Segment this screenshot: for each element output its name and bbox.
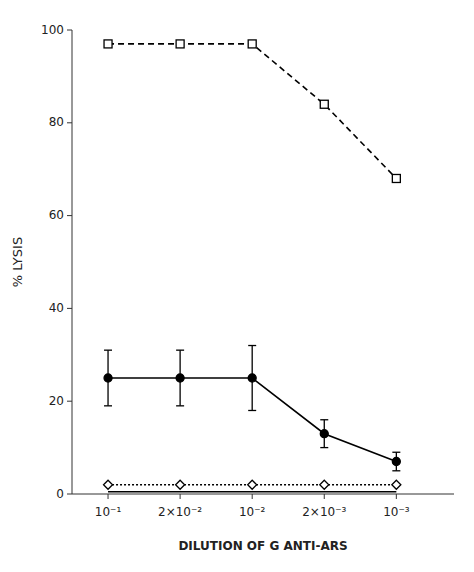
x-tick (396, 494, 397, 499)
y-tick (67, 215, 72, 216)
x-tick-label: 2×10⁻³ (302, 505, 346, 519)
x-tick (108, 494, 109, 499)
y-tick-label: 0 (56, 487, 64, 501)
marker (176, 480, 185, 489)
x-tick-label: 10⁻² (239, 505, 266, 519)
plot-area (104, 40, 401, 492)
x-tick-label: 2×10⁻² (158, 505, 202, 519)
series (104, 346, 400, 471)
marker (176, 374, 184, 382)
y-axis-line (72, 30, 73, 494)
x-tick-label: 10⁻¹ (95, 505, 122, 519)
series (108, 491, 396, 492)
error-bar-cap (248, 345, 256, 346)
marker (320, 480, 329, 489)
marker (104, 40, 112, 48)
error-bar-cap (176, 405, 184, 406)
y-tick (67, 308, 72, 309)
chart: 0 20 40 60 80 100 10⁻¹ 2×10⁻² 10⁻² 2×10⁻³ 10⁻³ DILU… (0, 0, 474, 572)
error-bar-cap (392, 452, 400, 453)
y-tick (67, 30, 72, 31)
marker (392, 458, 400, 466)
marker (320, 430, 328, 438)
marker (248, 374, 256, 382)
error-bar (320, 420, 328, 448)
x-tick (180, 494, 181, 499)
series (104, 480, 401, 489)
series (104, 40, 400, 183)
error-bar (104, 350, 112, 406)
y-tick (67, 401, 72, 402)
x-tick (324, 494, 325, 499)
y-tick (67, 122, 72, 123)
marker (104, 374, 112, 382)
y-tick-label: 100 (41, 23, 64, 37)
marker (176, 40, 184, 48)
marker (392, 174, 400, 182)
error-bar-cap (104, 350, 112, 351)
marker (248, 480, 257, 489)
marker (104, 480, 113, 489)
error-bar-cap (248, 410, 256, 411)
x-tick (252, 494, 253, 499)
y-tick-label: 80 (49, 115, 64, 129)
marker (320, 100, 328, 108)
y-tick-label: 40 (49, 301, 64, 315)
marker (392, 480, 401, 489)
y-axis-label: % LYSIS (10, 237, 25, 287)
error-bar-cap (320, 419, 328, 420)
error-bar-cap (104, 405, 112, 406)
series-line (108, 491, 396, 493)
series-line (108, 44, 396, 179)
y-tick-label: 60 (49, 208, 64, 222)
error-bar-cap (176, 350, 184, 351)
y-tick-label: 20 (49, 394, 64, 408)
error-bar-cap (320, 447, 328, 448)
axes: 0 20 40 60 80 100 10⁻¹ 2×10⁻² 10⁻² 2×10⁻³ 10⁻³ (41, 23, 454, 520)
error-bar-cap (392, 470, 400, 471)
error-bar (176, 350, 184, 406)
error-bar (392, 452, 400, 471)
error-bar (248, 346, 256, 411)
marker (248, 40, 256, 48)
y-tick (67, 494, 72, 495)
x-tick-label: 10⁻³ (383, 505, 410, 519)
x-axis-label: DILUTION OF G ANTI-ARS (178, 539, 347, 553)
